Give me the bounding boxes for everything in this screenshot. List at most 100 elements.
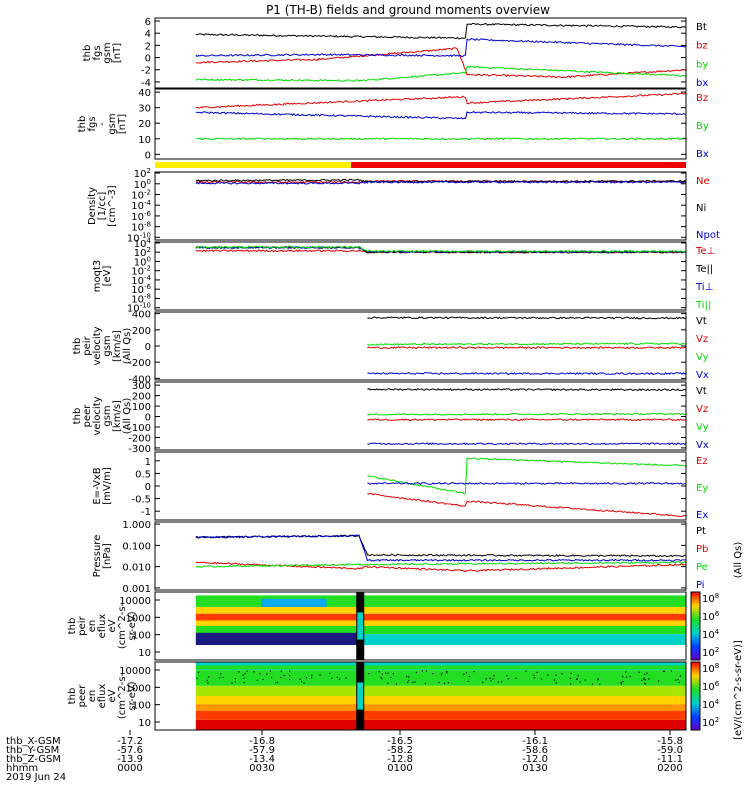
flag-bar	[351, 162, 686, 168]
spectro-speck	[675, 679, 677, 681]
y-tick-label: -1	[141, 507, 151, 518]
legend-entry: by	[696, 59, 708, 70]
legend-entry: bz	[696, 41, 708, 52]
spectro-speck	[299, 678, 301, 680]
ylabel-line: peer	[82, 404, 93, 428]
y-tick-label: 0	[145, 150, 151, 161]
spectro-band	[195, 696, 686, 705]
legend-entry: Npot	[696, 230, 720, 241]
ylabel-line: fgs	[92, 45, 103, 60]
spectro-speck	[234, 681, 236, 683]
footer-z: -13.4	[249, 754, 275, 765]
footer-row-label: thb_X-GSM	[6, 736, 61, 747]
legend-entry: By	[696, 121, 709, 132]
ylabel-line: E=-VxB	[92, 467, 103, 504]
series-group	[195, 178, 686, 185]
legend-entry: Ne	[696, 176, 710, 187]
spectro-speck	[381, 678, 383, 680]
footer-y: -58.6	[522, 745, 548, 756]
series-line-red	[367, 492, 686, 518]
spectro-speck	[577, 675, 579, 677]
spectro-speck	[392, 673, 394, 675]
spectro-speck	[380, 676, 382, 678]
y-tick-label: -400	[128, 374, 151, 385]
spectro-speck	[443, 682, 446, 685]
spectro-speck	[338, 678, 341, 680]
colorbar	[690, 591, 701, 661]
spectro-speck	[446, 670, 448, 673]
ylabel-line: [mV/m]	[102, 467, 113, 505]
spectro-speck	[555, 674, 557, 676]
y-tick-label: 4	[145, 29, 151, 40]
spectro-speck	[275, 682, 277, 684]
series-line-black	[195, 178, 686, 184]
ylabel-line: [nT]	[112, 43, 123, 63]
ylabel-line: [km/s]	[112, 330, 123, 362]
y-tick-label: 200	[132, 392, 151, 403]
spectro-speck	[490, 680, 492, 682]
series-line-green	[195, 137, 686, 141]
spectro-speck	[222, 676, 225, 679]
colorbar-tick: 102	[702, 716, 719, 729]
series-line-red	[367, 418, 686, 422]
spectro-speck	[289, 670, 291, 672]
ylabel-line: gsm	[102, 335, 113, 356]
spectro-band	[195, 645, 686, 660]
y-tick-label: 102	[134, 246, 151, 259]
ylabel-line: (cm^2-s-	[117, 602, 128, 649]
series-line-green	[367, 457, 686, 495]
series-group	[367, 316, 686, 376]
ylabel-line: [nPa]	[102, 543, 113, 569]
spectro-speck	[555, 682, 557, 684]
footer-time: 0000	[117, 763, 142, 774]
spectro-speck	[561, 673, 563, 675]
series-line-blue	[367, 372, 686, 376]
legend-entry: Bt	[696, 22, 707, 33]
footer-time: 0030	[249, 763, 274, 774]
y-tick-label: 0	[145, 342, 151, 353]
spectrogram	[195, 592, 686, 660]
spectro-band	[195, 704, 686, 711]
panel-fgs: thb fgs gsm [nT] 642 0-2-4 Bt bz by bx	[82, 17, 708, 89]
spectro-speck	[311, 674, 313, 676]
spectro-band	[195, 665, 686, 670]
spectro-speck	[283, 674, 285, 677]
y-tick-label: 400	[132, 310, 151, 321]
y-tick-label: 0.100	[122, 541, 151, 552]
ylabel-line: fgs	[87, 116, 98, 131]
spectro-speck	[507, 678, 509, 680]
footer-y: -57.6	[117, 745, 143, 756]
legend-entry: Pb	[696, 544, 708, 555]
footer-row-label: thb_Y-GSM	[6, 745, 59, 756]
series-line-blue	[195, 534, 686, 562]
legend-entry: Pe	[696, 562, 708, 573]
y-tick-label: 1000	[126, 683, 151, 694]
spectro-speck	[303, 682, 305, 684]
spectro-speck	[485, 678, 487, 680]
ylabel-line: thb	[82, 45, 93, 62]
spectro-speck	[336, 676, 339, 678]
y-tick-label: 30	[138, 104, 151, 115]
spectro-speck	[406, 681, 409, 683]
spectro-band	[195, 626, 686, 635]
ylabel-line: en	[87, 690, 98, 703]
y-tick-label: 10-2	[131, 265, 151, 278]
footer-time: 0130	[522, 763, 547, 774]
spectro-speck	[289, 674, 291, 677]
ylabel-line: thb	[67, 618, 78, 635]
spectro-band	[195, 634, 686, 646]
ylabel-line: moqt3	[92, 260, 103, 293]
spectro-speck	[220, 673, 222, 675]
spectro-speck	[570, 683, 572, 685]
series-line-red	[367, 346, 686, 350]
y-tick-label: -200	[128, 433, 151, 444]
spectro-speck	[629, 675, 631, 678]
y-tick-label: 6	[145, 17, 151, 28]
spectro-band	[195, 606, 686, 614]
ylabel-line: en	[87, 620, 98, 633]
spectro-speck	[670, 670, 672, 672]
spectro-speck	[569, 677, 571, 680]
legend-entry: Vt	[696, 316, 707, 327]
series-line-black	[195, 534, 686, 558]
spectro-speck	[540, 678, 543, 680]
